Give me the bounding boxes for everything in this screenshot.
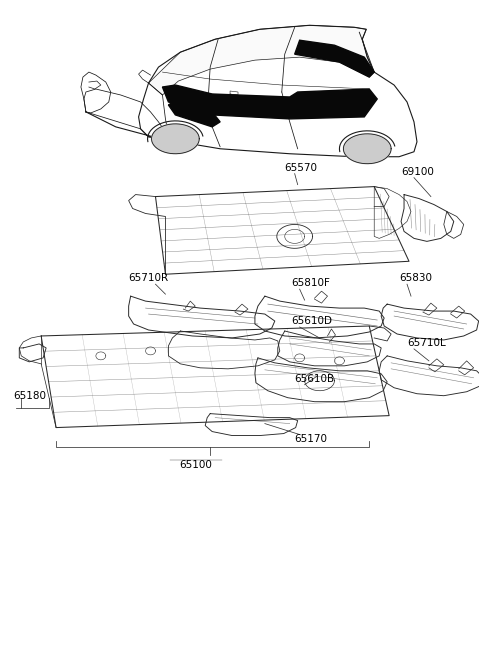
Text: 65570: 65570 <box>285 163 318 173</box>
Text: 65610B: 65610B <box>295 374 335 384</box>
Text: 65180: 65180 <box>13 391 46 401</box>
Polygon shape <box>344 134 391 164</box>
Text: 69100: 69100 <box>401 167 434 176</box>
Polygon shape <box>295 40 374 77</box>
Text: 65170: 65170 <box>295 434 328 443</box>
Polygon shape <box>162 85 377 119</box>
Text: 65610D: 65610D <box>292 316 333 326</box>
Polygon shape <box>168 99 220 127</box>
Text: 65710L: 65710L <box>407 338 446 348</box>
Text: 65810F: 65810F <box>292 278 331 288</box>
Text: 65830: 65830 <box>399 273 432 283</box>
Polygon shape <box>148 26 374 95</box>
Text: 65100: 65100 <box>179 461 212 470</box>
Polygon shape <box>152 124 199 154</box>
Text: 65710R: 65710R <box>129 273 169 283</box>
